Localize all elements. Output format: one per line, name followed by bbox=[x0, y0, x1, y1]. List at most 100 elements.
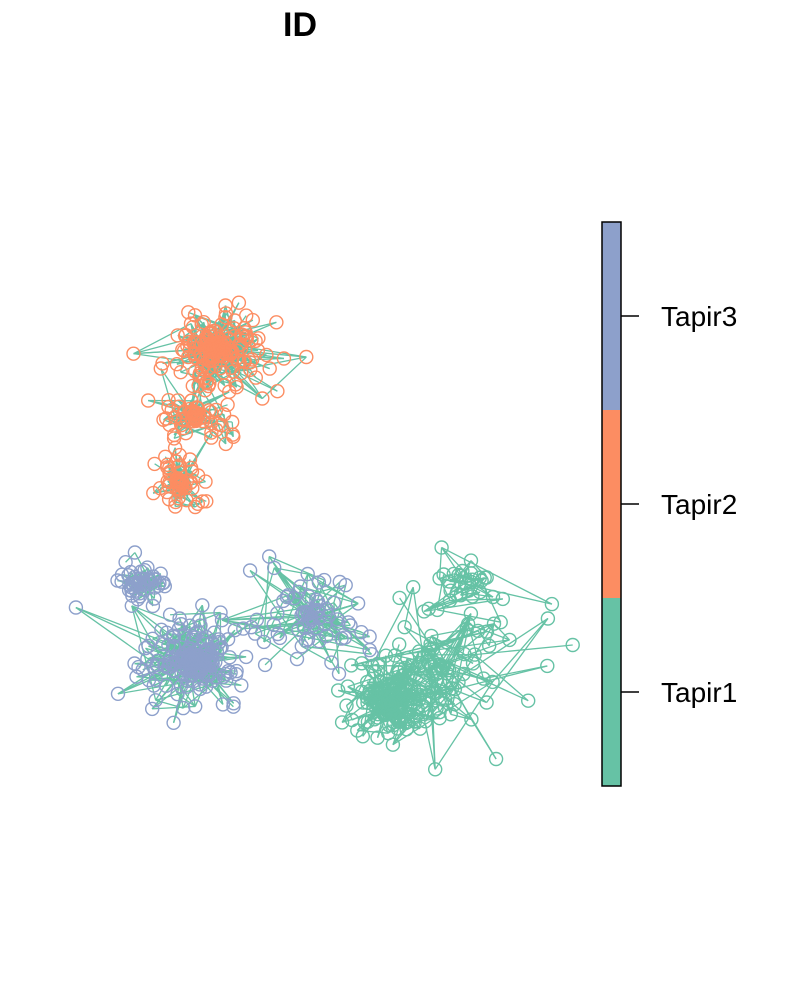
node-tapir3 bbox=[343, 618, 358, 633]
edge-line bbox=[264, 621, 311, 666]
node-tapir3 bbox=[294, 639, 309, 654]
node-tapir2 bbox=[161, 393, 176, 408]
node-tapir2 bbox=[212, 339, 227, 355]
colorbar-segment-tapir3 bbox=[602, 222, 621, 410]
edge-line bbox=[395, 654, 440, 666]
edge-line bbox=[441, 546, 553, 605]
node-tapir3 bbox=[173, 617, 189, 632]
node-tapir3 bbox=[218, 673, 234, 688]
node-tapir1 bbox=[540, 658, 555, 674]
node-tapir3 bbox=[324, 655, 339, 670]
node-tapir3 bbox=[270, 606, 285, 621]
node-tapir3 bbox=[354, 625, 369, 640]
node-tapir1 bbox=[456, 666, 471, 682]
edge-line bbox=[254, 633, 298, 660]
node-tapir3 bbox=[226, 699, 241, 714]
node-tapir3 bbox=[138, 641, 153, 656]
node-tapir3 bbox=[216, 669, 231, 684]
node-tapir2 bbox=[178, 426, 194, 441]
node-tapir3 bbox=[213, 605, 228, 620]
node-tapir2 bbox=[217, 349, 232, 364]
node-tapir1 bbox=[443, 583, 458, 598]
node-tapir1 bbox=[430, 602, 445, 618]
node-tapir3 bbox=[187, 626, 203, 641]
node-tapir1 bbox=[428, 762, 443, 777]
node-tapir1 bbox=[565, 637, 580, 653]
node-tapir1 bbox=[463, 553, 479, 568]
edge-line bbox=[483, 665, 548, 680]
node-tapir3 bbox=[257, 657, 273, 673]
node-tapir3 bbox=[132, 586, 147, 601]
node-tapir1 bbox=[378, 648, 394, 663]
node-tapir1 bbox=[432, 571, 447, 586]
node-tapir3 bbox=[214, 613, 230, 628]
edge-line bbox=[399, 597, 434, 650]
node-tapir3 bbox=[127, 656, 142, 671]
edge-line bbox=[254, 567, 275, 634]
node-tapir2 bbox=[190, 496, 206, 511]
node-tapir2 bbox=[172, 484, 187, 500]
node-tapir3 bbox=[211, 632, 227, 647]
edge-line bbox=[268, 555, 325, 581]
node-tapir3 bbox=[195, 598, 210, 613]
node-tapir1 bbox=[440, 661, 455, 676]
node-tapir2 bbox=[224, 414, 240, 430]
node-tapir2 bbox=[216, 365, 231, 380]
node-tapir1 bbox=[467, 647, 482, 662]
edge-line bbox=[152, 611, 221, 640]
node-tapir3 bbox=[309, 592, 324, 608]
node-tapir3 bbox=[187, 699, 203, 714]
colorbar-legend: Tapir3 Tapir2 Tapir1 bbox=[601, 221, 737, 787]
edge-line bbox=[170, 611, 221, 616]
node-tapir1 bbox=[390, 721, 405, 736]
node-tapir3 bbox=[238, 649, 254, 665]
node-tapir2 bbox=[299, 349, 314, 365]
node-tapir2 bbox=[181, 305, 196, 320]
node-tapir1 bbox=[434, 661, 449, 677]
node-tapir2 bbox=[173, 365, 188, 380]
node-tapir1 bbox=[502, 632, 517, 648]
edge-line bbox=[232, 356, 307, 373]
node-tapir2 bbox=[242, 355, 258, 370]
node-tapir2 bbox=[245, 312, 261, 328]
node-tapir1 bbox=[485, 674, 500, 690]
node-tapir1 bbox=[451, 675, 466, 690]
node-tapir1 bbox=[407, 683, 422, 698]
node-tapir1 bbox=[482, 638, 497, 653]
node-tapir1 bbox=[410, 687, 425, 703]
node-tapir1 bbox=[485, 589, 501, 605]
node-tapir1 bbox=[472, 584, 488, 600]
node-tapir3 bbox=[147, 591, 162, 606]
node-tapir3 bbox=[311, 633, 327, 649]
colorbar-segment-tapir1 bbox=[602, 598, 621, 786]
node-tapir3 bbox=[303, 604, 318, 619]
node-tapir1 bbox=[365, 658, 380, 674]
node-tapir3 bbox=[218, 666, 233, 682]
node-tapir3 bbox=[170, 686, 185, 702]
edge-line bbox=[460, 591, 481, 596]
node-tapir1 bbox=[488, 751, 504, 767]
node-tapir3 bbox=[236, 621, 251, 636]
node-tapir2 bbox=[153, 361, 169, 376]
node-tapir2 bbox=[185, 378, 201, 394]
node-tapir3 bbox=[279, 589, 294, 605]
node-tapir3 bbox=[300, 566, 315, 582]
node-tapir3 bbox=[175, 700, 191, 716]
edge-line bbox=[437, 609, 501, 623]
node-tapir3 bbox=[350, 596, 366, 611]
node-tapir1 bbox=[339, 698, 354, 713]
node-tapir1 bbox=[465, 589, 480, 604]
node-tapir2 bbox=[227, 313, 243, 328]
colorbar-segment-tapir2 bbox=[602, 410, 621, 598]
node-tapir3 bbox=[166, 715, 181, 730]
node-tapir2 bbox=[187, 308, 203, 323]
node-tapir2 bbox=[180, 349, 196, 365]
node-tapir2 bbox=[175, 475, 190, 490]
edge-line bbox=[351, 664, 413, 667]
node-tapir1 bbox=[400, 696, 415, 711]
colorbar-label-tapir1: Tapir1 bbox=[661, 677, 737, 708]
node-tapir3 bbox=[197, 636, 213, 652]
node-tapir2 bbox=[248, 370, 264, 385]
node-tapir3 bbox=[247, 626, 263, 641]
